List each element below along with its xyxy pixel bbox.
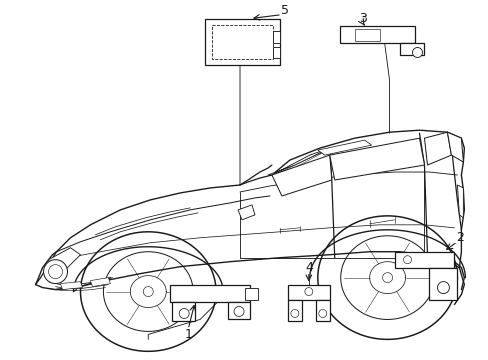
Circle shape xyxy=(179,309,189,319)
Polygon shape xyxy=(271,155,331,196)
Polygon shape xyxy=(317,140,371,155)
Circle shape xyxy=(143,287,153,297)
Polygon shape xyxy=(428,268,456,300)
Polygon shape xyxy=(267,148,329,175)
Polygon shape xyxy=(447,132,463,162)
Polygon shape xyxy=(394,252,453,268)
Circle shape xyxy=(382,273,392,283)
Polygon shape xyxy=(456,185,463,218)
Polygon shape xyxy=(244,288,258,300)
Circle shape xyxy=(318,310,326,318)
Text: 3: 3 xyxy=(358,12,366,25)
Circle shape xyxy=(304,288,312,296)
Polygon shape xyxy=(315,300,329,321)
Polygon shape xyxy=(339,26,414,42)
Polygon shape xyxy=(424,132,450,165)
Polygon shape xyxy=(172,302,195,321)
Polygon shape xyxy=(170,285,249,302)
Text: 5: 5 xyxy=(280,4,288,17)
Polygon shape xyxy=(287,300,301,321)
Polygon shape xyxy=(272,31,279,42)
Polygon shape xyxy=(354,28,379,41)
Polygon shape xyxy=(399,42,424,55)
Text: 4: 4 xyxy=(304,261,312,274)
Polygon shape xyxy=(204,19,279,66)
Polygon shape xyxy=(272,46,279,58)
Text: 1: 1 xyxy=(184,328,192,341)
Polygon shape xyxy=(227,302,249,319)
Polygon shape xyxy=(48,248,81,270)
Circle shape xyxy=(412,48,422,58)
Polygon shape xyxy=(61,282,82,289)
Circle shape xyxy=(234,306,244,316)
Polygon shape xyxy=(287,285,329,300)
Circle shape xyxy=(43,260,67,284)
Circle shape xyxy=(290,310,298,318)
Circle shape xyxy=(403,256,411,264)
Text: 2: 2 xyxy=(455,231,464,244)
Polygon shape xyxy=(329,138,424,180)
Polygon shape xyxy=(238,205,254,220)
Circle shape xyxy=(437,282,448,293)
Polygon shape xyxy=(90,278,110,287)
Circle shape xyxy=(48,265,62,279)
